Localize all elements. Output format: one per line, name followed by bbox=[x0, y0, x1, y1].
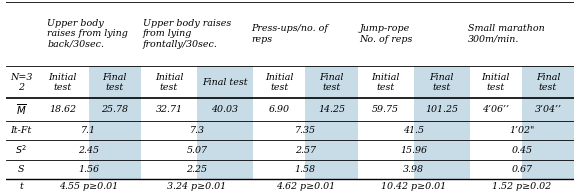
Text: 7.35: 7.35 bbox=[295, 126, 316, 136]
Bar bbox=[522, 66, 574, 179]
Text: 2.25: 2.25 bbox=[186, 165, 208, 174]
Text: 3’04’’: 3’04’’ bbox=[535, 105, 561, 114]
Text: 6.90: 6.90 bbox=[269, 105, 289, 114]
Text: t: t bbox=[19, 182, 23, 191]
Text: $S^2$: $S^2$ bbox=[15, 144, 27, 156]
Text: $\overline{M}$: $\overline{M}$ bbox=[16, 103, 27, 117]
Text: 41.5: 41.5 bbox=[403, 126, 424, 136]
Text: N=3
2: N=3 2 bbox=[10, 73, 32, 92]
Text: Upper body raises
from lying
frontally/30sec.: Upper body raises from lying frontally/3… bbox=[143, 19, 231, 49]
Text: Final
test: Final test bbox=[103, 73, 127, 92]
Text: Initial
test: Initial test bbox=[371, 73, 400, 92]
Text: 10.42 p≥0.01: 10.42 p≥0.01 bbox=[381, 182, 446, 191]
Text: 3.24 p≥0.01: 3.24 p≥0.01 bbox=[168, 182, 227, 191]
Text: 1’02": 1’02" bbox=[509, 126, 535, 136]
Text: 1.52 p≥0.02: 1.52 p≥0.02 bbox=[492, 182, 552, 191]
Text: 7.1: 7.1 bbox=[81, 126, 96, 136]
Text: 0.45: 0.45 bbox=[512, 145, 532, 155]
Text: Small marathon
300m/min.: Small marathon 300m/min. bbox=[468, 24, 545, 44]
Bar bbox=[305, 66, 357, 179]
Text: 59.75: 59.75 bbox=[372, 105, 399, 114]
Text: Initial
test: Initial test bbox=[48, 73, 77, 92]
Text: Initial
test: Initial test bbox=[481, 73, 510, 92]
Text: 5.07: 5.07 bbox=[186, 145, 208, 155]
Text: 25.78: 25.78 bbox=[102, 105, 128, 114]
Text: Final
test: Final test bbox=[429, 73, 454, 92]
Text: 32.71: 32.71 bbox=[155, 105, 183, 114]
Text: 15.96: 15.96 bbox=[400, 145, 427, 155]
Text: 3.98: 3.98 bbox=[403, 165, 424, 174]
Text: 4’06’’: 4’06’’ bbox=[483, 105, 509, 114]
Text: 4.55 p≥0.01: 4.55 p≥0.01 bbox=[59, 182, 118, 191]
Text: It-Ft: It-Ft bbox=[10, 126, 32, 136]
Bar bbox=[197, 66, 253, 179]
Text: 18.62: 18.62 bbox=[49, 105, 76, 114]
Text: 2.57: 2.57 bbox=[295, 145, 316, 155]
Text: 4.62 p≥0.01: 4.62 p≥0.01 bbox=[276, 182, 335, 191]
Bar bbox=[414, 66, 470, 179]
Text: Final
test: Final test bbox=[319, 73, 343, 92]
Text: Initial
test: Initial test bbox=[155, 73, 183, 92]
Text: Initial
test: Initial test bbox=[265, 73, 293, 92]
Text: 40.03: 40.03 bbox=[212, 105, 238, 114]
Text: 7.3: 7.3 bbox=[190, 126, 205, 136]
Text: 1.58: 1.58 bbox=[295, 165, 316, 174]
Text: Upper body
raises from lying
back/30sec.: Upper body raises from lying back/30sec. bbox=[47, 19, 128, 49]
Text: S: S bbox=[18, 165, 24, 174]
Text: 101.25: 101.25 bbox=[425, 105, 458, 114]
Text: 1.56: 1.56 bbox=[78, 165, 99, 174]
Text: 2.45: 2.45 bbox=[78, 145, 99, 155]
Bar bbox=[89, 66, 141, 179]
Text: Press-ups/no. of
reps: Press-ups/no. of reps bbox=[251, 24, 328, 44]
Text: 0.67: 0.67 bbox=[512, 165, 532, 174]
Text: Jump-rope
No. of reps: Jump-rope No. of reps bbox=[360, 24, 413, 44]
Text: Final test: Final test bbox=[202, 78, 248, 87]
Text: Final
test: Final test bbox=[536, 73, 560, 92]
Text: 14.25: 14.25 bbox=[318, 105, 345, 114]
